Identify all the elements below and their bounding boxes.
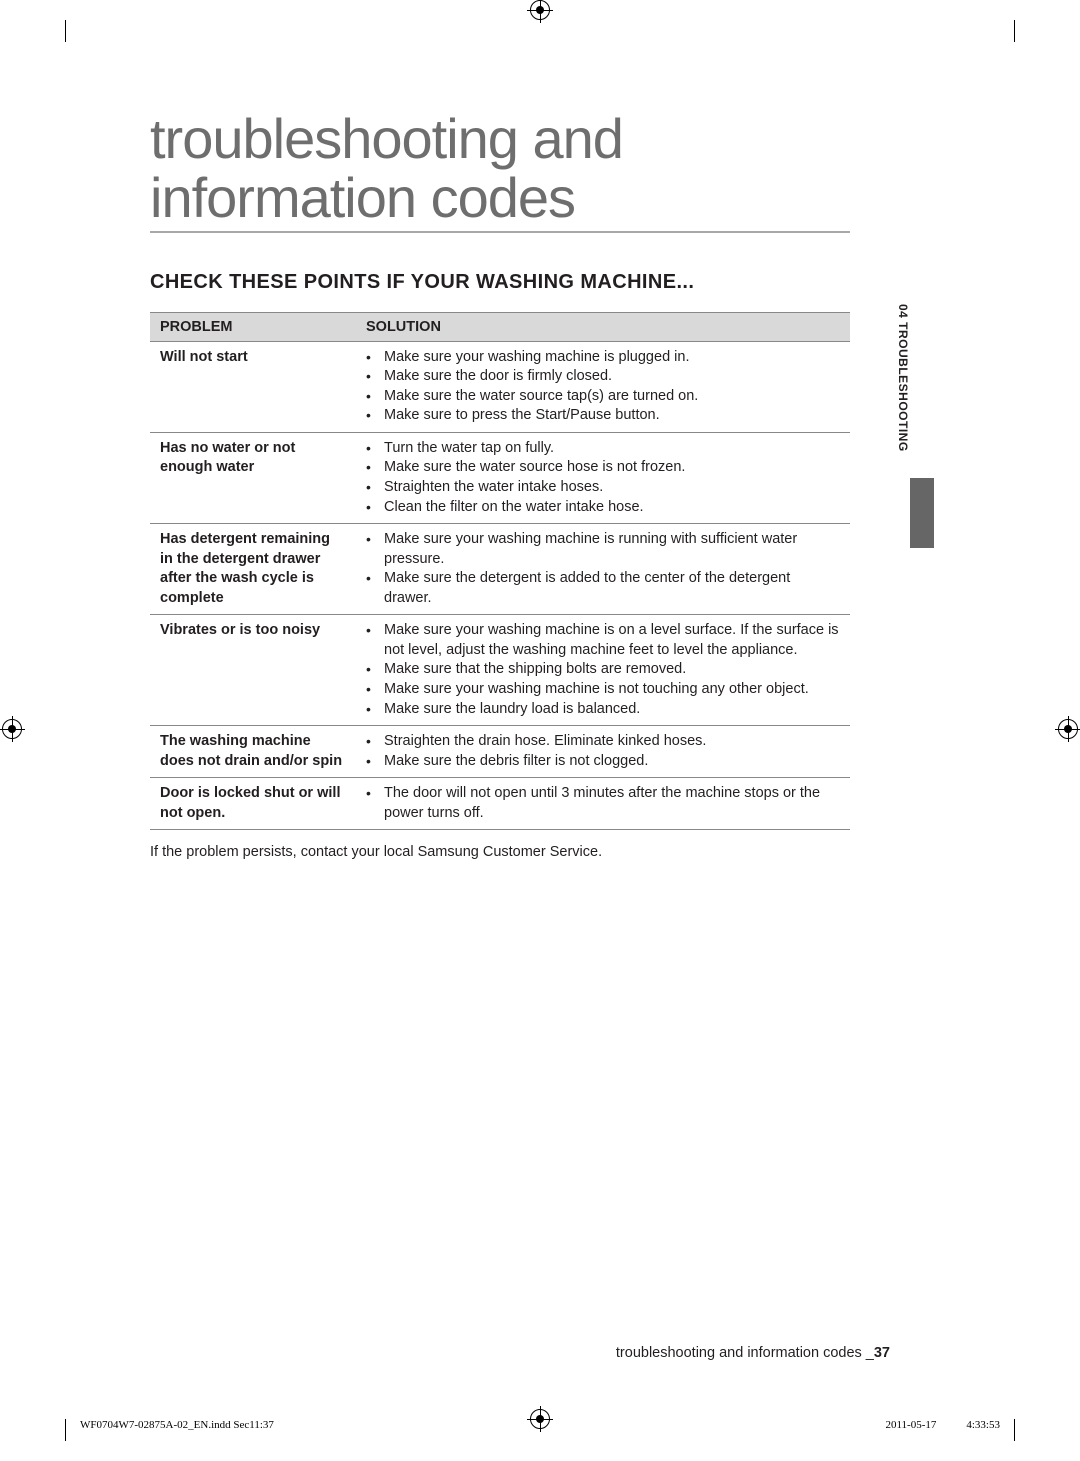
table-row: Has detergent remaining in the detergent… xyxy=(150,524,850,615)
solution-item: Make sure the water source tap(s) are tu… xyxy=(366,387,840,407)
column-header-problem: PROBLEM xyxy=(150,312,356,341)
solution-item: Straighten the drain hose. Eliminate kin… xyxy=(366,732,840,752)
solution-list: Make sure your washing machine is runnin… xyxy=(366,530,840,608)
solution-cell: Turn the water tap on fully.Make sure th… xyxy=(356,432,850,523)
solution-item: Turn the water tap on fully. xyxy=(366,439,840,459)
registration-mark-icon xyxy=(1056,719,1080,743)
print-date: 2011-05-17 xyxy=(885,1419,936,1431)
solution-item: Straighten the water intake hoses. xyxy=(366,478,840,498)
registration-mark-icon xyxy=(528,0,552,24)
solution-list: Make sure your washing machine is plugge… xyxy=(366,348,840,426)
section-heading: CHECK THESE POINTS IF YOUR WASHING MACHI… xyxy=(150,271,850,294)
solution-item: Make sure your washing machine is runnin… xyxy=(366,530,840,569)
table-row: Door is locked shut or will not open. The… xyxy=(150,778,850,830)
solution-item: Make sure your washing machine is not to… xyxy=(366,680,840,700)
solution-cell: Make sure your washing machine is plugge… xyxy=(356,341,850,432)
table-row: Vibrates or is too noisy Make sure your w… xyxy=(150,615,850,726)
solution-list: The door will not open until 3 minutes a… xyxy=(366,784,840,823)
side-tab-bar xyxy=(910,478,934,548)
problem-cell: Vibrates or is too noisy xyxy=(150,615,356,726)
solution-cell: Make sure your washing machine is runnin… xyxy=(356,524,850,615)
title-line-2: information codes xyxy=(150,166,575,229)
solution-list: Turn the water tap on fully.Make sure th… xyxy=(366,439,840,517)
solution-item: Make sure that the shipping bolts are re… xyxy=(366,660,840,680)
page-footer: troubleshooting and information codes _3… xyxy=(616,1345,890,1361)
crop-mark xyxy=(1014,1419,1015,1441)
crop-mark xyxy=(65,1419,66,1441)
problem-cell: Has no water or not enough water xyxy=(150,432,356,523)
print-footer: WF0704W7-02875A-02_EN.indd Sec11:37 2011… xyxy=(80,1419,1000,1431)
page-number: 37 xyxy=(874,1345,890,1361)
problem-cell: Has detergent remaining in the detergent… xyxy=(150,524,356,615)
table-header-row: PROBLEM SOLUTION xyxy=(150,312,850,341)
table-row: Will not start Make sure your washing mac… xyxy=(150,341,850,432)
solution-item: The door will not open until 3 minutes a… xyxy=(366,784,840,823)
print-footer-right: 2011-05-17 4:33:53 xyxy=(885,1419,1000,1431)
solution-item: Make sure the laundry load is balanced. xyxy=(366,700,840,720)
column-header-solution: SOLUTION xyxy=(356,312,850,341)
table-row: The washing machine does not drain and/o… xyxy=(150,726,850,778)
print-time: 4:33:53 xyxy=(966,1419,1000,1431)
page-content: troubleshooting and information codes CH… xyxy=(150,110,850,860)
side-tab-label: 04 TROUBLESHOOTING xyxy=(894,300,912,474)
table-row: Has no water or not enough waterTurn the… xyxy=(150,432,850,523)
title-line-1: troubleshooting and xyxy=(150,107,623,170)
solution-item: Make sure the detergent is added to the … xyxy=(366,569,840,608)
solution-list: Straighten the drain hose. Eliminate kin… xyxy=(366,732,840,771)
solution-item: Make sure your washing machine is on a l… xyxy=(366,621,840,660)
print-file: WF0704W7-02875A-02_EN.indd Sec11:37 xyxy=(80,1419,274,1431)
footer-note: If the problem persists, contact your lo… xyxy=(150,844,850,860)
troubleshoot-table: PROBLEM SOLUTION Will not start Make sure… xyxy=(150,312,850,831)
problem-cell: The washing machine does not drain and/o… xyxy=(150,726,356,778)
solution-cell: Make sure your washing machine is on a l… xyxy=(356,615,850,726)
solution-item: Make sure the water source hose is not f… xyxy=(366,458,840,478)
footer-text: troubleshooting and information codes _ xyxy=(616,1345,874,1361)
solution-cell: Straighten the drain hose. Eliminate kin… xyxy=(356,726,850,778)
solution-item: Make sure the door is firmly closed. xyxy=(366,367,840,387)
solution-item: Make sure the debris filter is not clogg… xyxy=(366,752,840,772)
problem-cell: Door is locked shut or will not open. xyxy=(150,778,356,830)
problem-cell: Will not start xyxy=(150,341,356,432)
solution-item: Make sure to press the Start/Pause butto… xyxy=(366,406,840,426)
crop-mark xyxy=(65,20,66,42)
page-title: troubleshooting and information codes xyxy=(150,110,850,233)
crop-mark xyxy=(1014,20,1015,42)
solution-item: Make sure your washing machine is plugge… xyxy=(366,348,840,368)
solution-item: Clean the filter on the water intake hos… xyxy=(366,498,840,518)
registration-mark-icon xyxy=(0,719,24,743)
side-tab: 04 TROUBLESHOOTING xyxy=(894,300,934,595)
solution-cell: The door will not open until 3 minutes a… xyxy=(356,778,850,830)
solution-list: Make sure your washing machine is on a l… xyxy=(366,621,840,719)
